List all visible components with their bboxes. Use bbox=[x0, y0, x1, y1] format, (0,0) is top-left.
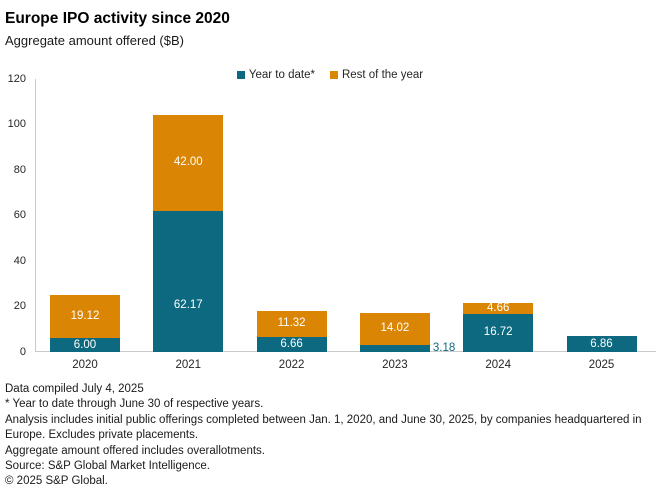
x-axis-label-2022: 2022 bbox=[278, 359, 305, 371]
x-axis-label-2024: 2024 bbox=[485, 359, 511, 371]
footer-line-analysis-note: Analysis includes initial public offerin… bbox=[5, 413, 642, 442]
bar-value-label: 11.32 bbox=[277, 317, 306, 330]
chart-title: Europe IPO activity since 2020 bbox=[5, 10, 230, 27]
x-axis-label-2020: 2020 bbox=[72, 359, 98, 371]
legend-label-rest: Rest of the year bbox=[341, 69, 424, 81]
legend-item-ytd: Year to date* bbox=[236, 69, 315, 81]
bar-value-label: 4.66 bbox=[486, 302, 510, 315]
bar-2022-rest: 11.32 bbox=[256, 311, 327, 337]
bar-2024-ytd: 16.72 bbox=[463, 313, 534, 352]
footer-line-copyright: © 2025 S&P Global. bbox=[5, 475, 108, 488]
bar-value-label: 6.00 bbox=[73, 338, 97, 351]
legend-label-ytd: Year to date* bbox=[248, 69, 315, 81]
footer-notes: Data compiled July 4, 2025 * Year to dat… bbox=[5, 382, 656, 490]
bar-value-label: 6.86 bbox=[590, 337, 613, 350]
y-tick-label: 60 bbox=[13, 209, 26, 221]
bar-2024-rest: 4.66 bbox=[463, 302, 534, 315]
bar-2023-ytd bbox=[359, 344, 430, 352]
legend-swatch-rest bbox=[329, 71, 338, 79]
legend-item-rest: Rest of the year bbox=[329, 69, 424, 81]
y-tick-label: 80 bbox=[13, 163, 26, 176]
y-tick-label: 0 bbox=[19, 345, 26, 358]
bar-2020-ytd: 6.00 bbox=[50, 338, 120, 352]
x-axis-label-2023: 2023 bbox=[382, 359, 408, 371]
y-tick-label: 100 bbox=[7, 118, 26, 130]
footer-line-overallotments-note: Aggregate amount offered includes overal… bbox=[5, 444, 265, 457]
footer-line-data-compiled: Data compiled July 4, 2025 bbox=[5, 383, 144, 395]
bar-value-label: 19.12 bbox=[70, 310, 100, 323]
bar-2020-rest: 19.12 bbox=[50, 294, 120, 339]
bar-2022-ytd: 6.66 bbox=[256, 336, 327, 352]
y-tick-label: 40 bbox=[13, 254, 26, 267]
plot-area bbox=[35, 79, 656, 352]
bar-value-label: 14.02 bbox=[380, 322, 410, 335]
bar-2021-rest: 42.00 bbox=[153, 115, 224, 211]
bar-value-label: 42.00 bbox=[173, 156, 203, 169]
footer-line-ytd-note: * Year to date through June 30 of respec… bbox=[5, 398, 264, 411]
bar-value-label: 62.17 bbox=[173, 298, 203, 311]
bar-value-label-outside: 3.18 bbox=[432, 341, 456, 354]
x-axis-label-2025: 2025 bbox=[588, 359, 615, 371]
y-tick-label: 20 bbox=[13, 300, 26, 312]
footer-line-source: Source: S&P Global Market Intelligence. bbox=[5, 460, 210, 473]
y-tick-label: 120 bbox=[7, 72, 26, 85]
bar-2021-ytd: 62.17 bbox=[153, 210, 224, 352]
legend-swatch-ytd bbox=[236, 71, 245, 79]
x-axis-label-2021: 2021 bbox=[175, 359, 202, 371]
bar-2023-rest: 14.02 bbox=[359, 312, 430, 345]
bar-2025-ytd: 6.86 bbox=[566, 336, 637, 352]
bar-value-label: 16.72 bbox=[483, 326, 513, 339]
chart-subtitle: Aggregate amount offered ($B) bbox=[5, 33, 184, 48]
bar-value-label: 6.66 bbox=[280, 337, 303, 350]
legend: Year to date* Rest of the year bbox=[0, 69, 660, 81]
